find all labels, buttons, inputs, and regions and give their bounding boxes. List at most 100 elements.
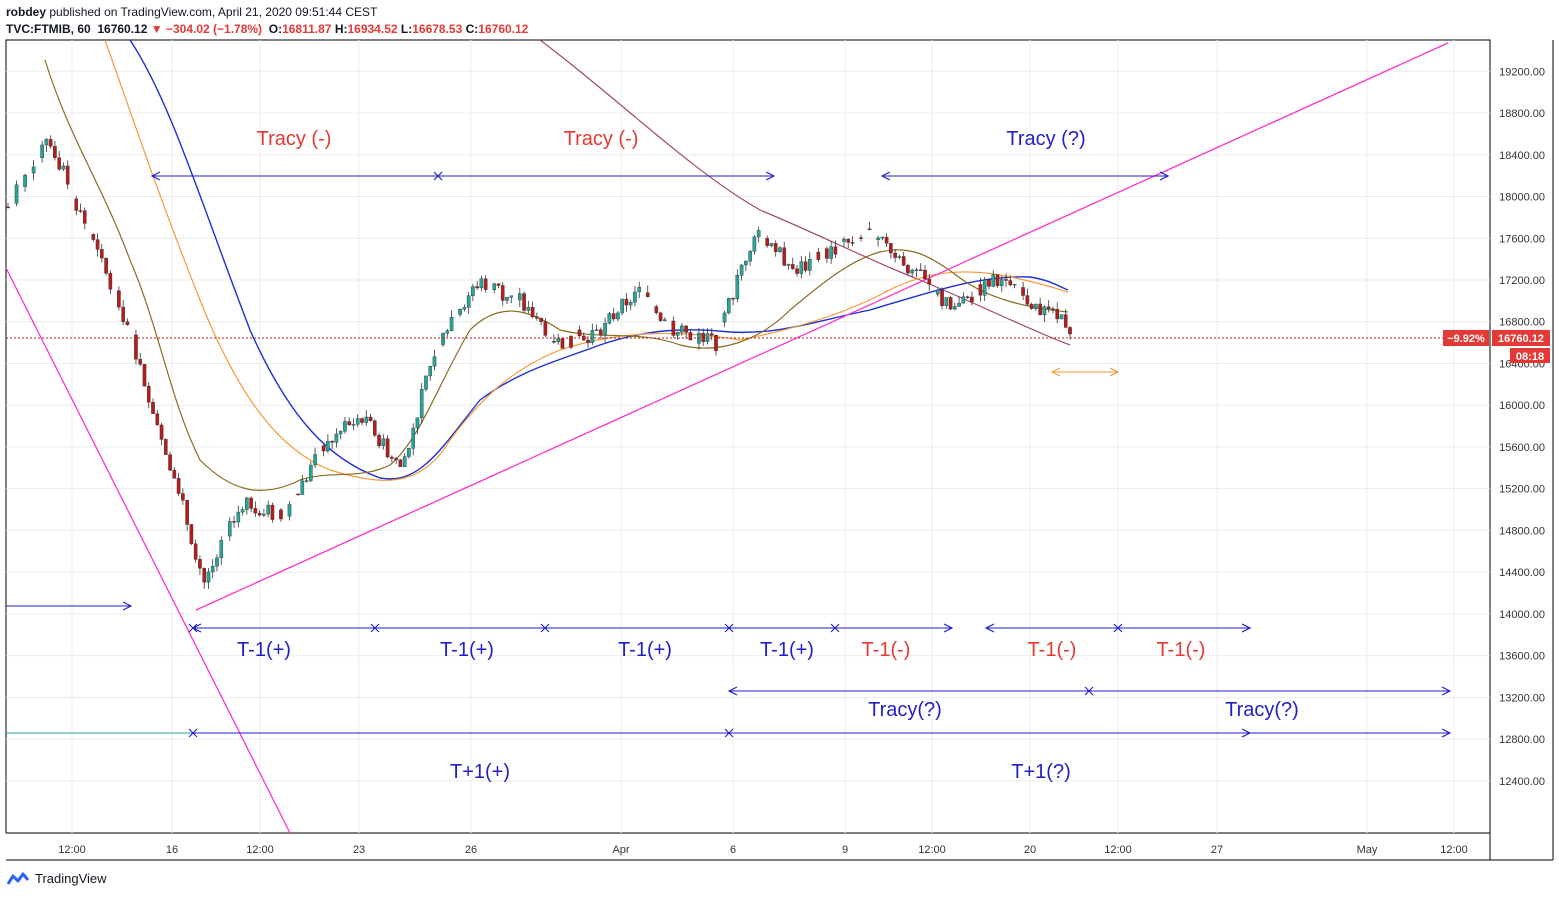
candle-body [535,316,539,319]
candlestick-series [6,135,1072,589]
ascending-trendline[interactable] [195,42,1449,611]
label-t-minus-1-a: T-1(+) [237,639,291,661]
candle-body [189,524,194,544]
last-price-tag [1492,330,1550,346]
candle-body [411,427,415,449]
candle-body [270,504,275,520]
candle-body [168,454,172,471]
candle-body [744,260,748,266]
candle-body [125,321,130,325]
label-t-minus-1-g: T-1(-) [1157,639,1206,661]
candle-body [795,268,799,274]
candle-body [249,497,253,509]
brand-name: TradingView [35,871,107,886]
candle-body [31,166,36,174]
candle-body [44,139,49,146]
candle-body [645,292,650,297]
candle-body [415,417,420,429]
candle-body [850,242,855,244]
price-tick-label: 17200.00 [1499,275,1545,287]
time-tick-label: 9 [842,844,848,856]
price-axis-labels: 19200.00 18800.00 18400.00 18000.00 17600.00… [1499,66,1545,788]
candle-body [121,306,125,322]
candle-body [543,321,548,336]
candle-body [859,237,863,239]
candle-body [786,264,791,266]
candle-body [398,459,403,467]
close-label: C: [465,22,479,36]
annotation-arrows[interactable] [6,176,1450,733]
candle-body [227,521,232,537]
label-t-minus-1-b: T-1(+) [440,639,494,661]
candle-body [773,243,778,253]
candle-body [995,274,1000,286]
candle-body [61,165,66,170]
candle-body [475,286,479,289]
candle-body [402,456,407,467]
candle-body [982,279,987,296]
candle-body [940,289,944,307]
countdown-text: 08:18 [1516,351,1544,363]
time-tick-label: 12:00 [246,844,274,856]
candle-body [138,358,143,365]
publisher-name[interactable]: robdey [6,5,47,19]
candle-body [1038,303,1042,316]
candle-body [680,325,684,333]
candle-body [428,365,433,377]
candle-body [74,198,79,211]
ma-blue-line [129,39,1069,480]
candle-body [684,325,688,333]
candle-body [14,184,19,204]
price-tick-label: 14400.00 [1499,567,1545,579]
candle-body [556,338,560,343]
symbol-label[interactable]: TVC:FTMIB, 60 [6,22,91,36]
candle-body [701,333,706,342]
candle-body [287,504,292,517]
candle-body [816,251,821,260]
candle-body [953,306,957,310]
candle-body [663,319,667,321]
candle-body [100,249,104,259]
price-tick-label: 12800.00 [1499,734,1545,746]
candle-body [910,269,914,274]
candle-body [82,210,87,224]
price-tick-label: 14800.00 [1499,525,1545,537]
price-tick-label: 15600.00 [1499,442,1545,454]
candle-body [1055,309,1060,320]
candle-body [198,559,202,569]
candle-body [164,439,168,455]
candle-body [526,307,531,311]
candle-body [432,356,437,367]
tradingview-logo-icon [6,872,30,885]
low-label: L: [400,22,413,36]
price-tick-label: 15200.00 [1499,484,1545,496]
open-label: O: [268,22,283,36]
ma-orange-line [104,39,1069,481]
candle-body [893,252,897,258]
candle-body [48,139,53,147]
candle-body [330,441,334,443]
pct-change-text: −9.92% [1447,333,1485,345]
candle-body [338,430,343,435]
label-tracy-lower-2: Tracy(?) [1225,699,1299,721]
price-change: −304.02 (−1.78%) [165,22,263,36]
candle-body [91,234,96,240]
candle-body [714,335,718,352]
candle-body [876,237,880,240]
label-t-plus-1-b: T+1(?) [1011,761,1070,783]
descending-trendline[interactable] [5,267,291,834]
time-tick-label: 16 [166,844,178,856]
candle-body [40,144,44,159]
candle-body [1046,306,1051,309]
candle-body [355,418,360,425]
candle-body [948,297,953,310]
candle-body [1008,280,1013,286]
candle-body [1025,295,1030,305]
candle-body [232,521,236,523]
candle-body [978,284,983,296]
brand-footer[interactable]: TradingView [6,871,107,886]
candle-body [778,247,782,253]
candle-body [159,424,164,440]
candle-body [944,297,949,307]
